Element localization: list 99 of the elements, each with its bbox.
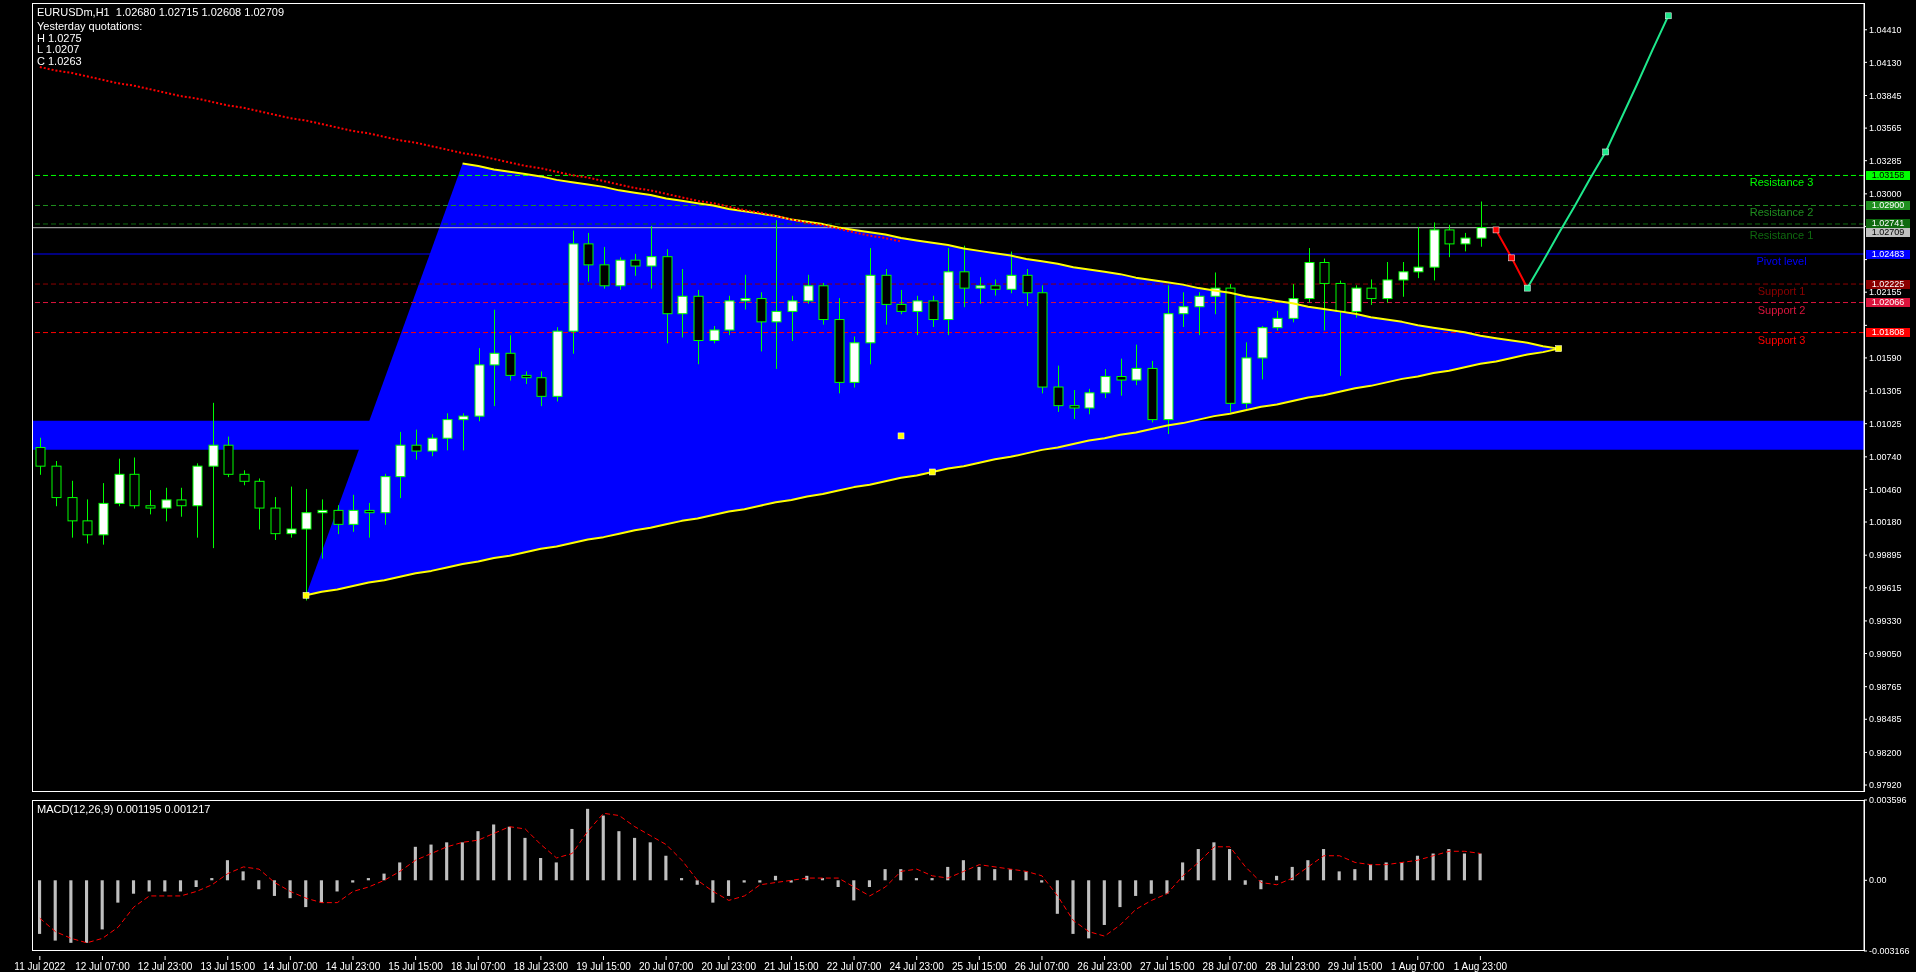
bar [633,837,637,881]
bar [178,880,183,892]
bar [476,831,480,881]
bar [1165,880,1169,894]
bar [836,880,840,887]
x-tick-label: 1 Aug 07:00 [1391,961,1445,972]
bar [586,808,590,881]
bar [272,880,276,896]
bar [1087,880,1091,939]
bar [319,880,323,903]
bar [1337,871,1341,881]
bar [194,880,198,887]
bar [413,846,417,881]
x-tick-label: 20 Jul 23:00 [701,961,757,972]
bar [993,869,997,881]
bar [1384,862,1388,881]
x-tick-label: 18 Jul 07:00 [451,961,506,972]
bar [539,857,543,881]
bar [523,837,527,881]
y-tick-label: -0.003166 [1869,946,1910,957]
x-tick-label: 12 Jul 07:00 [75,961,131,972]
bar [1400,862,1404,881]
bar [867,880,872,887]
bar [1055,880,1059,914]
x-tick-label: 14 Jul 23:00 [325,961,381,972]
chart-title: MACD(12,26,9) 0.001195 0.001217 [37,803,211,815]
bar [977,866,981,881]
bar [84,880,89,943]
bar [1353,869,1357,881]
bar [100,880,104,930]
bar [1478,853,1482,881]
bar [664,855,668,881]
bar [742,880,746,883]
bar [1196,849,1200,881]
x-tick-label: 25 Jul 15:00 [952,961,1007,972]
bar [648,842,652,881]
bar [429,844,433,881]
y-tick-label: 0.00 [1869,875,1887,886]
x-tick-label: 13 Jul 15:00 [200,961,256,972]
x-tick-label: 28 Jul 23:00 [1265,961,1321,972]
bar [507,826,511,881]
x-tick-label: 22 Jul 07:00 [826,961,882,972]
bar [382,873,386,881]
bar [1447,849,1451,881]
bar [241,871,245,881]
bar [883,869,887,881]
x-tick-label: 18 Jul 23:00 [513,961,569,972]
bar [695,880,699,885]
bar [852,880,856,901]
bar [617,831,621,881]
bar [1321,849,1326,881]
bar [1306,860,1310,881]
bar [601,815,605,881]
bar [335,880,339,892]
bar [726,880,731,896]
x-tick-label: 19 Jul 15:00 [576,961,632,972]
bar [1071,880,1075,934]
bar [69,880,73,943]
x-tick-label: 29 Jul 15:00 [1327,961,1383,972]
x-tick-label: 24 Jul 23:00 [889,961,945,972]
bar [163,880,167,892]
bar [758,880,762,883]
x-tick-label: 14 Jul 07:00 [263,961,319,972]
x-tick-label: 28 Jul 07:00 [1202,961,1258,972]
x-tick-label: 27 Jul 15:00 [1139,961,1195,972]
x-tick-label: 21 Jul 15:00 [764,961,820,972]
x-tick-label: 11 Jul 2022 [14,961,66,972]
x-tick-label: 20 Jul 07:00 [638,961,694,972]
bar [1040,880,1044,883]
bar [711,880,715,903]
bar [116,880,120,903]
bar [147,880,151,892]
bar [570,828,574,881]
bar [1118,880,1122,908]
bar [1212,842,1216,881]
y-tick-label: 0.003596 [1869,795,1907,806]
x-tick-label: 26 Jul 07:00 [1014,961,1070,972]
bar [1368,864,1373,881]
bar [53,880,57,941]
x-tick-label: 1 Aug 23:00 [1453,961,1508,972]
bar [304,880,308,908]
bar [1462,853,1467,881]
bar [1228,849,1232,881]
bar [257,880,261,890]
bar [492,824,496,881]
bar [351,880,355,883]
bar [38,880,42,934]
x-tick-label: 26 Jul 23:00 [1077,961,1133,972]
bar [1243,880,1247,885]
x-tick-label: 15 Jul 15:00 [388,961,444,972]
bar [1134,880,1138,896]
x-tick-label: 12 Jul 23:00 [137,961,193,972]
bar [1102,880,1106,925]
bar [445,842,449,881]
bar [554,862,558,881]
bar [460,842,464,881]
bar [1149,880,1153,894]
bar [131,880,136,894]
bar [398,862,402,881]
